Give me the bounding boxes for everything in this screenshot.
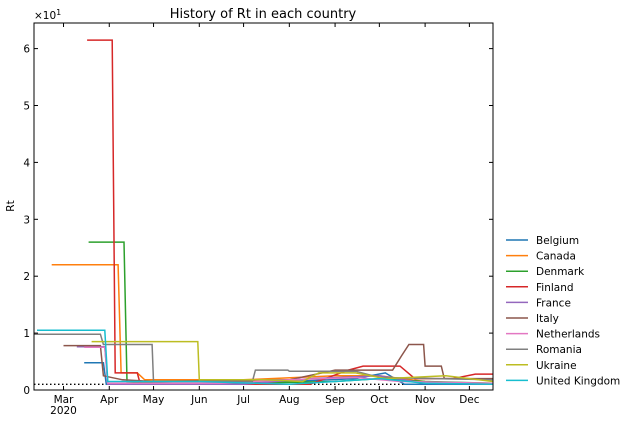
series-line-ukraine [91,340,494,383]
legend-entry-label: Romania [536,344,582,356]
x-tick-label: Nov [415,394,436,406]
legend-entry-label: France [536,297,571,309]
legend-entry-label: Finland [536,282,574,294]
y-tick-label: 1 [23,328,30,340]
series-line-finland [87,39,493,386]
x-tick-year-label: 2020 [50,405,77,417]
legend: Belgium Canada Denmark Finland France Italy Ne… [506,235,620,387]
legend-entry-label: United Kingdom [536,375,620,387]
y-tick-label: 3 [23,214,30,226]
chart-title: History of Rt in each country [170,7,357,22]
series-lines [34,39,494,386]
y-multiplier-base: ×10 [34,10,56,22]
x-tick-label: Mar [54,394,74,406]
series-line-netherlands [84,346,494,384]
x-tick-label: Oct [370,394,388,406]
legend-entry-label: Canada [536,251,576,263]
y-axis-label: Rt [5,200,17,211]
legend-entry-label: Netherlands [536,329,600,341]
y-tick-label: 2 [23,271,30,283]
x-tick-label: Apr [100,394,119,406]
plot-frame [33,22,494,391]
legend-entry-label: Belgium [536,235,579,247]
legend-entry-label: Ukraine [536,360,577,372]
y-tick-label: 4 [23,157,30,169]
x-tick-label: Jun [190,394,207,406]
axes: 0 1 2 3 4 5 6 Mar Apr May Jun Jul Aug Sep Oct Nov Dec 202… [23,22,494,417]
legend-entry-label: Italy [536,313,559,325]
y-tick-label: 6 [23,44,30,56]
y-multiplier-exp: 1 [56,8,61,17]
series-line-united-kingdom [37,329,494,386]
series-line-romania [34,333,494,383]
series-line-denmark [88,241,494,386]
x-tick-label: Dec [459,394,480,406]
legend-entry-label: Denmark [536,266,585,278]
x-tick-label: Aug [279,394,300,406]
x-tick-label: Jul [236,394,250,406]
x-tick-label: Sep [325,394,345,406]
y-multiplier-label: ×101 [34,8,61,22]
x-tick-label: May [143,394,165,406]
y-tick-label: 5 [23,101,30,113]
series-line-italy [63,343,493,383]
y-tick-label: 0 [23,385,30,397]
